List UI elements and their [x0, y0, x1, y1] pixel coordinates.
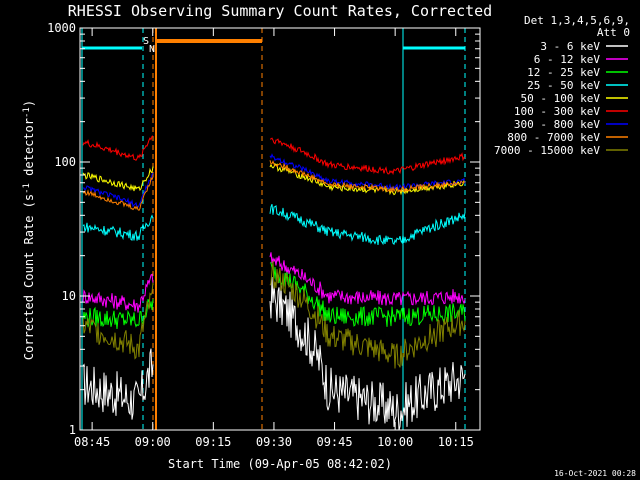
series-line-9-b: [269, 261, 466, 369]
series-line-8-a: [82, 176, 154, 211]
series-line-8-b: [269, 160, 466, 194]
series-line-6-a: [82, 135, 154, 162]
legend-header: Att 0: [597, 26, 630, 39]
x-tick-label: 10:15: [438, 435, 474, 449]
legend-label: 50 - 100 keV: [521, 92, 601, 105]
series-line-7-a: [82, 172, 154, 208]
plot-frame: [79, 27, 481, 431]
y-axis: 1 10 100 1000: [47, 21, 480, 437]
series-line-1-b: [269, 276, 466, 431]
series-line-5-a: [82, 166, 154, 192]
y-tick-label: 1: [69, 423, 76, 437]
legend-label: 6 - 12 keV: [534, 53, 601, 66]
x-tick-label: 09:45: [316, 435, 352, 449]
series-line-3-b: [269, 262, 466, 327]
x-tick-label: 09:15: [195, 435, 231, 449]
y-tick-label: 1000: [47, 21, 76, 35]
series-line-1-a: [82, 348, 154, 420]
flag-label-n: N: [149, 44, 155, 55]
y-axis-label: Corrected Count Rate (s-1 detector-1): [22, 100, 36, 360]
chart-title: RHESSI Observing Summary Count Rates, Co…: [68, 2, 492, 20]
series-layer: [82, 135, 466, 431]
series-line-9-a: [82, 282, 154, 360]
series-line-2-a: [82, 273, 154, 313]
series-line-3-a: [82, 299, 154, 330]
series-line-5-b: [269, 162, 466, 196]
x-axis: 08:45 09:00 09:15 09:30 09:45 10:00 10:15: [74, 28, 474, 449]
y-tick-label: 10: [62, 289, 76, 303]
y-tick-label: 100: [54, 155, 76, 169]
x-tick-label: 09:30: [256, 435, 292, 449]
series-line-4-b: [269, 204, 466, 246]
legend-label: 3 - 6 keV: [540, 40, 600, 53]
timestamp: 16-Oct-2021 00:28: [554, 469, 636, 478]
legend-header: Det 1,3,4,5,6,9,: [524, 14, 630, 27]
legend-label: 7000 - 15000 keV: [494, 144, 600, 157]
x-tick-label: 08:45: [74, 435, 110, 449]
x-axis-label: Start Time (09-Apr-05 08:42:02): [168, 457, 392, 471]
plot-area: SN: [81, 28, 466, 430]
flag-label-s: S: [143, 36, 149, 47]
series-line-4-a: [82, 214, 154, 241]
series-line-7-b: [269, 153, 466, 191]
legend-label: 25 - 50 keV: [527, 79, 600, 92]
series-line-6-b: [270, 137, 466, 176]
x-tick-label: 09:00: [135, 435, 171, 449]
legend-label: 800 - 7000 keV: [507, 131, 600, 144]
legend-label: 12 - 25 keV: [527, 66, 600, 79]
x-tick-label: 10:00: [377, 435, 413, 449]
legend-label: 300 - 800 keV: [514, 118, 600, 131]
series-line-2-b: [269, 252, 466, 306]
legend-label: 100 - 300 keV: [514, 105, 600, 118]
